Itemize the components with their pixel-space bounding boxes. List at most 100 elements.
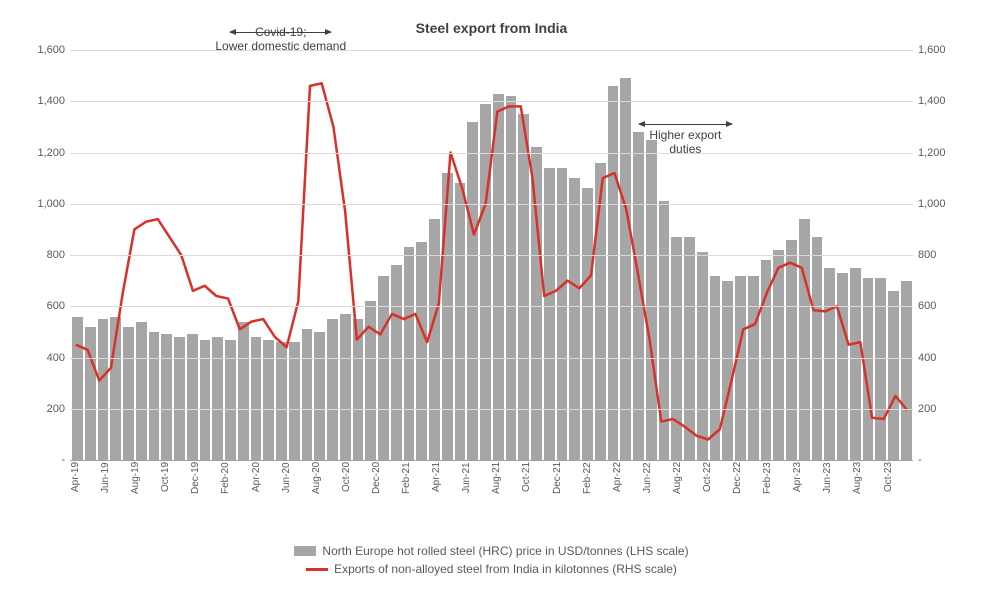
x-tick	[476, 462, 491, 522]
x-tick	[867, 462, 882, 522]
bar	[544, 168, 555, 460]
bar	[416, 242, 427, 460]
x-tick	[717, 462, 732, 522]
x-tick: Jun-19	[100, 462, 115, 522]
bar	[289, 342, 300, 460]
annotation-text: Higher exportduties	[649, 128, 721, 156]
x-tick	[627, 462, 642, 522]
x-tick	[326, 462, 341, 522]
bar	[684, 237, 695, 460]
x-tick	[567, 462, 582, 522]
legend-label-line: Exports of non-alloyed steel from India …	[334, 562, 677, 576]
bar	[123, 327, 134, 460]
bar	[110, 317, 121, 461]
steel-export-chart: Steel export from India --20020040040060…	[20, 20, 963, 578]
bar	[735, 276, 746, 461]
legend: North Europe hot rolled steel (HRC) pric…	[20, 542, 963, 579]
bar	[98, 319, 109, 460]
x-tick	[597, 462, 612, 522]
x-tick	[807, 462, 822, 522]
bar	[722, 281, 733, 460]
bar	[353, 319, 364, 460]
bar	[659, 201, 670, 460]
y-tick-right: 400	[918, 352, 958, 364]
bar	[620, 78, 631, 460]
gridline	[70, 50, 913, 51]
bar	[506, 96, 517, 460]
legend-label-bar: North Europe hot rolled steel (HRC) pric…	[322, 544, 688, 558]
x-tick: Apr-21	[431, 462, 446, 522]
bar	[238, 322, 249, 460]
x-tick	[506, 462, 521, 522]
x-tick	[266, 462, 281, 522]
gridline	[70, 306, 913, 307]
x-tick: Feb-20	[220, 462, 235, 522]
bar	[595, 163, 606, 460]
gridline	[70, 409, 913, 410]
x-tick	[296, 462, 311, 522]
x-tick	[205, 462, 220, 522]
x-tick: Aug-21	[491, 462, 506, 522]
x-tick	[175, 462, 190, 522]
x-tick	[687, 462, 702, 522]
x-tick: Dec-19	[190, 462, 205, 522]
bar	[365, 301, 376, 460]
x-tick	[446, 462, 461, 522]
bar	[391, 265, 402, 460]
bar	[786, 240, 797, 460]
x-tick	[657, 462, 672, 522]
bar	[455, 183, 466, 460]
x-tick: Jun-20	[281, 462, 296, 522]
y-tick-left: 400	[25, 352, 65, 364]
y-tick-left: 1,000	[25, 198, 65, 210]
bar	[404, 247, 415, 460]
y-tick-right: 1,600	[918, 44, 958, 56]
gridline	[70, 204, 913, 205]
bar	[85, 327, 96, 460]
bar	[480, 104, 491, 460]
bar	[837, 273, 848, 460]
x-tick: Dec-21	[552, 462, 567, 522]
bar	[327, 319, 338, 460]
x-tick: Aug-19	[130, 462, 145, 522]
bar	[812, 237, 823, 460]
bar	[72, 317, 83, 461]
bar	[824, 268, 835, 460]
bar	[493, 94, 504, 460]
bar	[646, 140, 657, 460]
bar	[378, 276, 389, 461]
bar	[569, 178, 580, 460]
x-tick: Oct-20	[341, 462, 356, 522]
bar	[276, 342, 287, 460]
x-tick: Oct-22	[702, 462, 717, 522]
bar	[187, 334, 198, 460]
y-tick-left: -	[25, 454, 65, 466]
bar	[748, 276, 759, 461]
x-tick	[898, 462, 913, 522]
x-tick: Feb-22	[582, 462, 597, 522]
gridline	[70, 153, 913, 154]
y-tick-right: 1,000	[918, 198, 958, 210]
y-tick-left: 1,600	[25, 44, 65, 56]
x-tick	[837, 462, 852, 522]
bar	[251, 337, 262, 460]
bar	[710, 276, 721, 461]
y-tick-right: 600	[918, 300, 958, 312]
x-tick: Apr-19	[70, 462, 85, 522]
x-tick	[386, 462, 401, 522]
y-tick-left: 1,200	[25, 147, 65, 159]
bar	[697, 252, 708, 460]
x-tick: Jun-23	[822, 462, 837, 522]
y-tick-right: 800	[918, 249, 958, 261]
bar	[302, 329, 313, 460]
y-tick-left: 800	[25, 249, 65, 261]
bar	[161, 334, 172, 460]
y-tick-right: -	[918, 454, 958, 466]
x-tick	[416, 462, 431, 522]
bar	[442, 173, 453, 460]
bar	[633, 132, 644, 460]
x-tick	[536, 462, 551, 522]
bar	[901, 281, 912, 460]
bar	[608, 86, 619, 460]
bar	[888, 291, 899, 460]
